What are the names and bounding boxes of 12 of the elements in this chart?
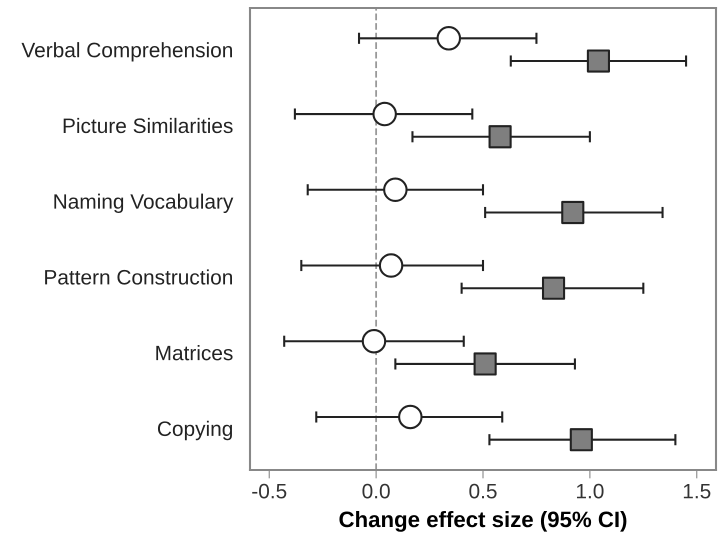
y-tick-label: Naming Vocabulary [54, 194, 234, 214]
x-axis-title: Change effect size (95% CI) [339, 510, 626, 532]
x-tick-label: 1.0 [576, 484, 604, 498]
y-tick-label: Matrices [156, 345, 233, 360]
x-tick-label: 1.5 [684, 484, 710, 498]
x-tick-label: -0.5 [252, 484, 286, 498]
y-tick-label: Pattern Construction [45, 269, 232, 285]
x-tick-label: 0.0 [362, 484, 390, 498]
y-tick-label: Copying [158, 420, 232, 440]
x-tick-label: 0.5 [469, 484, 497, 498]
y-tick-label: Verbal Comprehension [22, 42, 232, 62]
y-tick-label: Picture Similarities [64, 118, 233, 134]
